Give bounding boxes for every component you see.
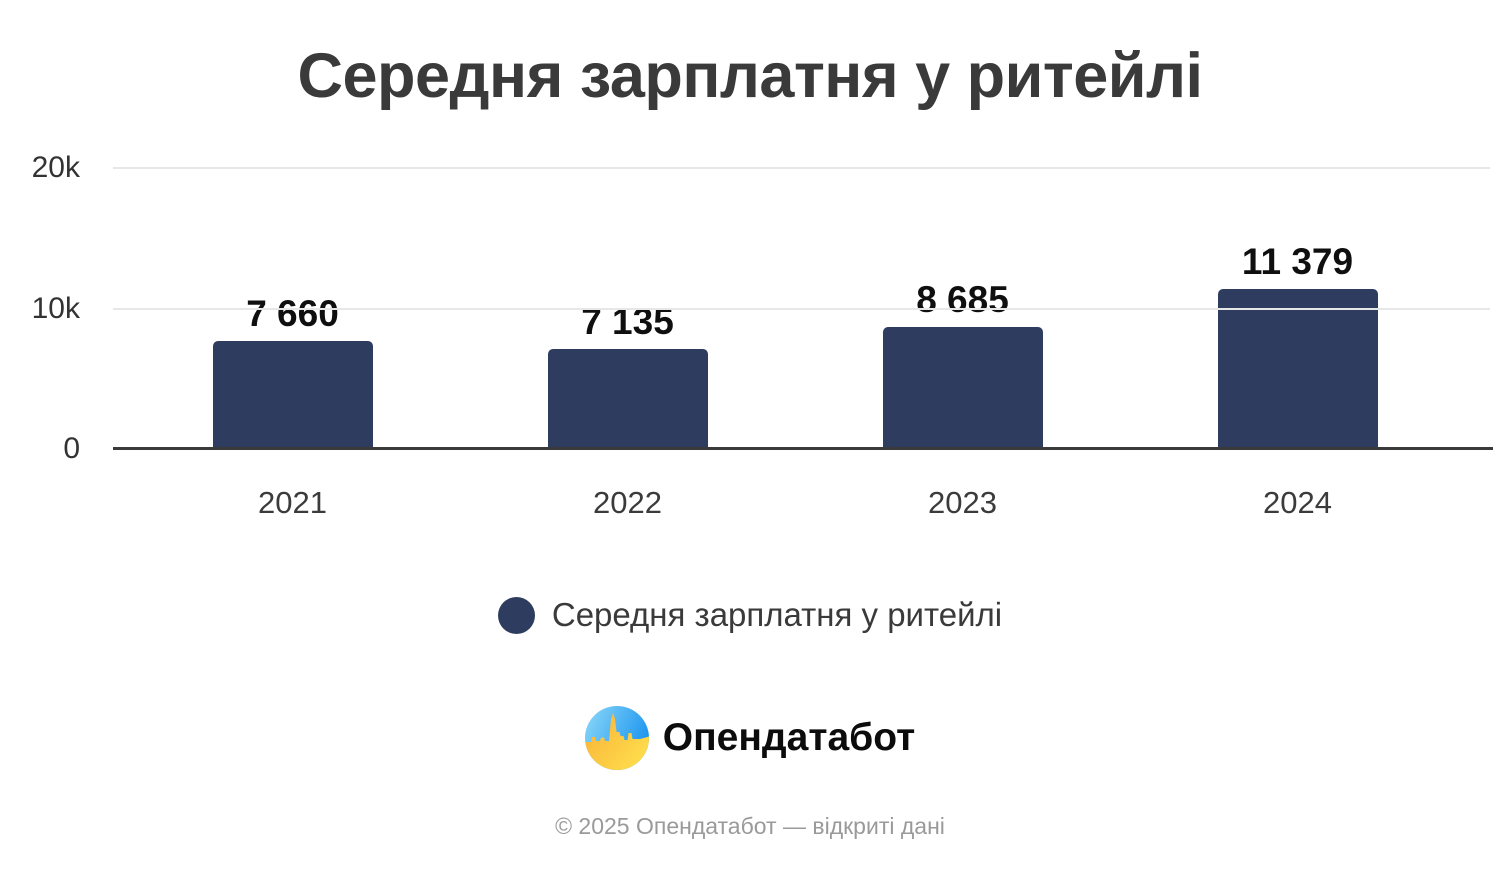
y-tick-label-20k: 20k bbox=[31, 151, 80, 184]
bars-row: 7 660 7 135 8 685 11 379 bbox=[125, 168, 1465, 449]
bar-group-2023: 8 685 bbox=[795, 168, 1130, 449]
gridline-10k bbox=[113, 307, 1490, 310]
bar-2023 bbox=[882, 326, 1043, 449]
x-axis-line bbox=[113, 447, 1493, 450]
bar-2022 bbox=[547, 348, 708, 449]
x-axis-label-2023: 2023 bbox=[928, 485, 997, 520]
bar-2021 bbox=[212, 341, 373, 449]
x-axis-label-2024: 2024 bbox=[1263, 485, 1332, 520]
legend-marker-icon bbox=[497, 596, 535, 634]
bar-group-2021: 7 660 bbox=[125, 168, 460, 449]
legend-label: Середня зарплатня у ритейлі bbox=[551, 596, 1003, 633]
copyright-text: © 2025 Опендатабот — відкриті дані bbox=[555, 813, 945, 839]
x-axis-label-2022: 2022 bbox=[593, 485, 662, 520]
bar-value-label-2021: 7 660 bbox=[246, 293, 339, 335]
bar-group-2024: 11 379 bbox=[1130, 168, 1465, 449]
bar-value-label-2024: 11 379 bbox=[1241, 241, 1354, 283]
y-tick-label-0: 0 bbox=[63, 432, 80, 465]
legend: Середня зарплатня у ритейлі bbox=[0, 596, 1500, 634]
bar-2024 bbox=[1217, 289, 1378, 449]
plot-area: 7 660 7 135 8 685 11 379 bbox=[113, 167, 1493, 450]
branding: Опендатабот bbox=[0, 706, 1500, 770]
chart-title: Середня зарплатня у ритейлі bbox=[297, 41, 1203, 111]
bar-value-label-2023: 8 685 bbox=[916, 278, 1009, 320]
y-tick-label-10k: 10k bbox=[31, 291, 80, 325]
brand-name: Опендатабот bbox=[662, 716, 916, 759]
opendatabot-logo-icon bbox=[584, 706, 649, 770]
x-axis-label-2021: 2021 bbox=[258, 485, 327, 520]
x-axis-labels: 2021 2022 2023 2024 bbox=[125, 485, 1465, 520]
gridline-20k bbox=[113, 167, 1490, 169]
